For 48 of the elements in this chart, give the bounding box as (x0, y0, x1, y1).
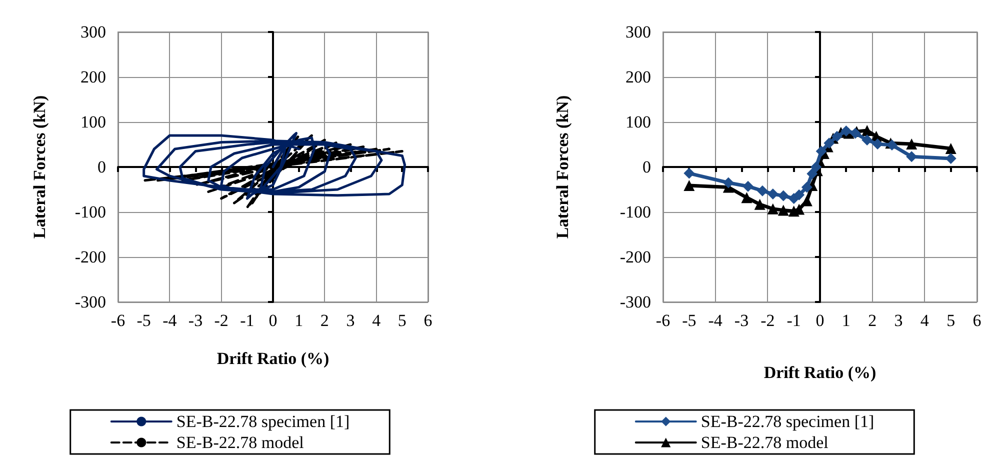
x-tick-label: -6 (110, 311, 126, 330)
y-tick-label: 200 (626, 68, 651, 86)
x-tick-label: 4 (920, 311, 930, 330)
x-tick-label: 2 (320, 311, 329, 330)
x-tick-label: 6 (424, 311, 432, 330)
y-tick-label: 0 (642, 158, 651, 176)
x-tick-label: 6 (972, 311, 982, 330)
x-axis-title: Drift Ratio (%) (764, 363, 876, 382)
y-tick-label: -100 (74, 202, 106, 222)
y-tick-label: -100 (620, 202, 651, 222)
x-axis-title: Drift Ratio (%) (216, 349, 330, 368)
x-tick-label: -3 (734, 311, 749, 330)
y-axis-title: Lateral Forces (kN) (30, 95, 49, 239)
legend-label: SE-B-22.78 specimen [1] (176, 412, 350, 431)
legend-label: SE-B-22.78 specimen [1] (700, 412, 874, 431)
y-tick-label: 100 (80, 112, 106, 132)
x-tick-label: 1 (842, 311, 850, 330)
y-tick-label: 300 (80, 22, 106, 42)
y-tick-label: 300 (626, 22, 651, 42)
y-axis-title: Lateral Forces (kN) (553, 95, 572, 239)
x-tick-label: -1 (240, 311, 254, 330)
y-tick-label: 200 (80, 68, 106, 86)
y-tick-label: 0 (98, 158, 106, 176)
y-tick-label: -200 (74, 248, 106, 266)
x-tick-label: 4 (372, 311, 382, 330)
x-tick-label: 3 (346, 311, 355, 330)
x-tick-label: 1 (294, 311, 304, 330)
x-tick-label: 5 (398, 311, 406, 330)
x-tick-label: -6 (656, 311, 670, 330)
x-tick-label: 2 (868, 311, 877, 330)
x-tick-label: -1 (786, 311, 801, 330)
x-tick-label: 5 (946, 311, 956, 330)
x-tick-label: 0 (816, 311, 824, 330)
x-tick-label: -4 (708, 311, 723, 330)
x-tick-label: -2 (214, 311, 228, 330)
legend-label: SE-B-22.78 model (700, 433, 829, 452)
x-tick-label: -3 (188, 311, 203, 330)
x-tick-label: -5 (682, 311, 696, 330)
x-tick-label: 3 (894, 311, 903, 330)
y-tick-label: 100 (626, 112, 651, 132)
x-tick-label: -4 (162, 311, 178, 330)
x-tick-label: 0 (268, 311, 278, 330)
y-tick-label: -300 (74, 292, 106, 312)
y-tick-label: -300 (620, 292, 651, 312)
y-tick-label: -200 (620, 248, 651, 266)
legend-label: SE-B-22.78 model (176, 433, 304, 452)
x-tick-label: -5 (136, 311, 151, 330)
x-tick-label: -2 (760, 311, 775, 330)
